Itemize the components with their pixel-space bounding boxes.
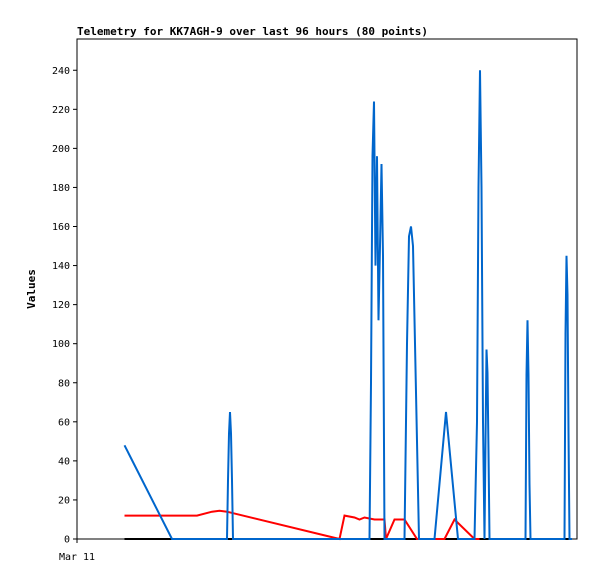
y-tick-label: 100 bbox=[52, 339, 70, 350]
y-tick-label: 180 bbox=[52, 183, 70, 194]
y-axis-title: Values bbox=[25, 269, 38, 309]
y-tick-label: 60 bbox=[58, 417, 70, 428]
y-tick-label: 220 bbox=[52, 105, 70, 116]
series-layer bbox=[123, 70, 572, 541]
series-line-2 bbox=[123, 70, 572, 540]
x-axis: Mar 11 bbox=[59, 539, 95, 563]
y-tick-label: 200 bbox=[52, 144, 70, 155]
y-tick-label: 80 bbox=[58, 378, 70, 389]
y-tick-label: 20 bbox=[58, 495, 70, 506]
y-axis: 0 20 40 60 80 100 120 140 160 180 200 220 240 bbox=[52, 66, 77, 546]
x-tick-label: Mar 11 bbox=[59, 552, 95, 563]
y-tick-label: 40 bbox=[58, 456, 70, 467]
y-tick-label: 240 bbox=[52, 66, 70, 77]
y-tick-label: 140 bbox=[52, 261, 70, 272]
y-tick-label: 0 bbox=[64, 535, 70, 546]
y-tick-label: 120 bbox=[52, 300, 70, 311]
y-tick-label: 160 bbox=[52, 222, 70, 233]
chart-title: Telemetry for KK7AGH-9 over last 96 hour… bbox=[77, 25, 428, 38]
